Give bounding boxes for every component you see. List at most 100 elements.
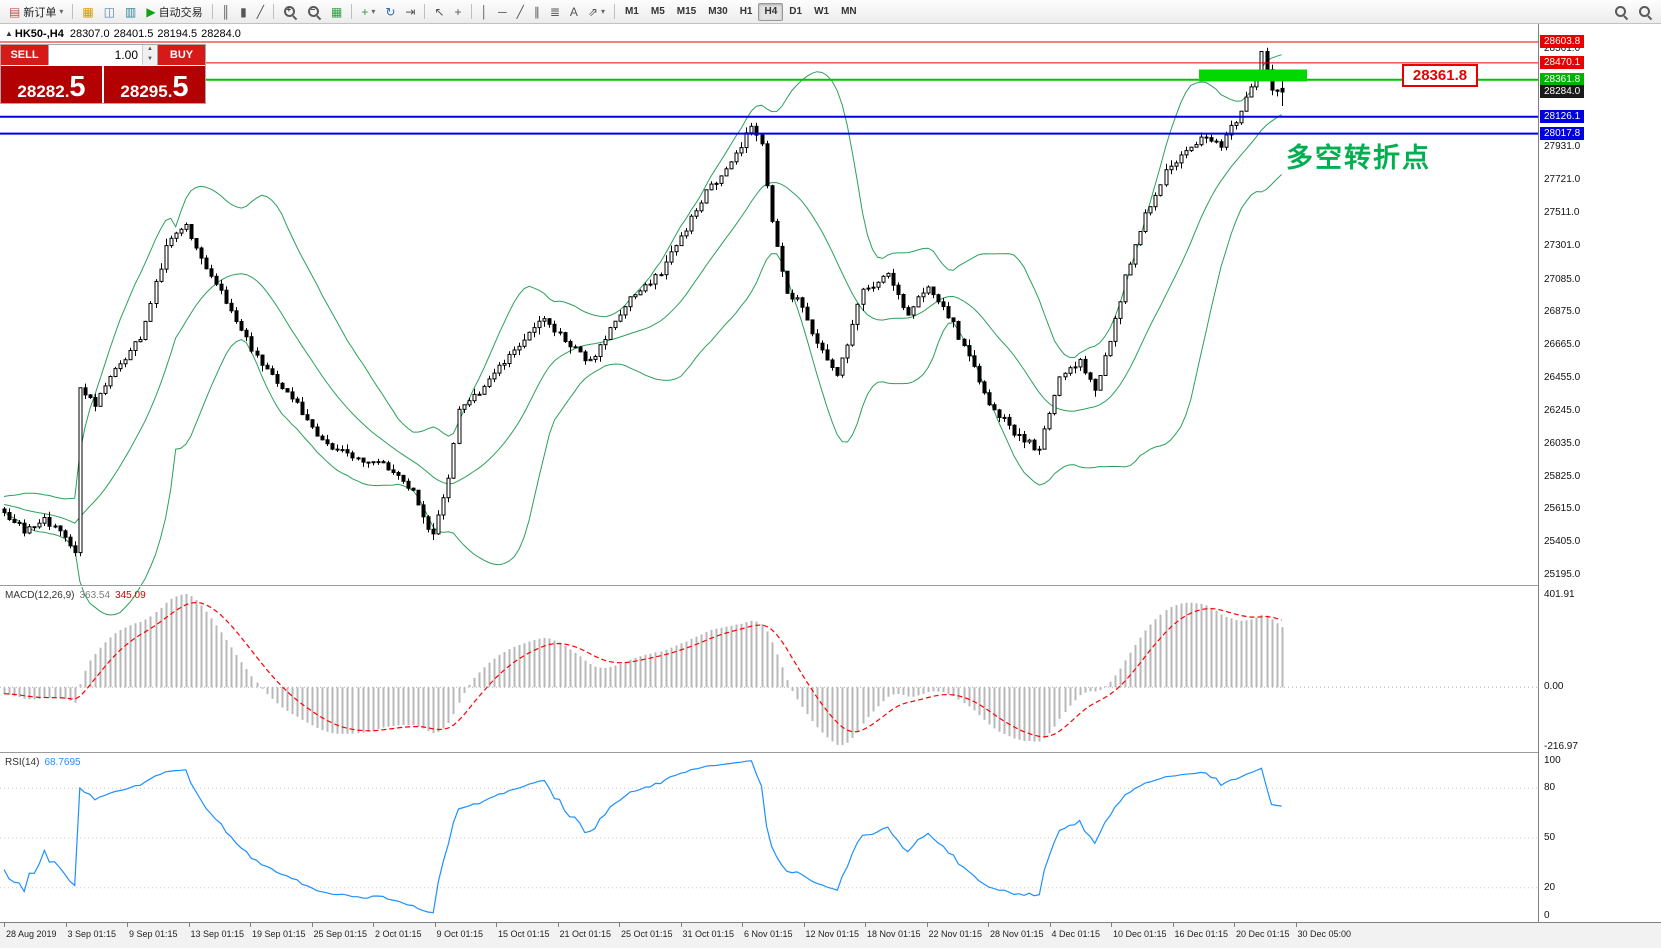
price-badge: 28361.8 <box>1540 72 1585 86</box>
time-axis[interactable]: 28 Aug 2019 3 Sep 01:15 9 Sep 01:15 13 Sep … <box>0 922 1661 948</box>
chart-bars-button[interactable]: ║ <box>217 2 236 22</box>
profiles-button[interactable]: ◫ <box>99 2 120 22</box>
macd-panel[interactable] <box>0 587 1538 752</box>
price-badge: 28126.1 <box>1540 109 1585 123</box>
fibonacci-retracement-icon: ≣ <box>549 4 560 19</box>
time-axis-label: 13 Sep 01:15 <box>190 929 245 939</box>
zoom-in-button[interactable]: + <box>278 2 302 22</box>
symbol-search-button[interactable] <box>1609 2 1633 22</box>
timeframe-m1-button[interactable]: M1 <box>624 5 639 17</box>
toolbar-separator <box>211 4 213 19</box>
arrows-button[interactable]: ⇗ ▾ <box>583 2 610 22</box>
symbol-name: HK50-,H4 <box>14 28 64 40</box>
time-axis-label: 28 Aug 2019 <box>6 929 57 939</box>
new-order-icon: ▤ <box>9 4 21 19</box>
zoom-out-button[interactable]: − <box>302 2 326 22</box>
data-window-button[interactable]: ▥ <box>120 2 141 22</box>
tile-windows-button[interactable]: ▦ <box>326 2 347 22</box>
scale-label: 80 <box>1544 782 1556 794</box>
timeframe-m5-button[interactable]: M5 <box>650 5 665 17</box>
sell-price-block[interactable]: 28282. 5 <box>1 66 102 103</box>
toolbar-separator <box>272 4 274 19</box>
text-button[interactable]: A <box>565 2 583 22</box>
cursor-button[interactable]: ↖ <box>429 2 449 22</box>
cursor-arrow-icon: ↖ <box>434 4 445 19</box>
timeframe-mn-button[interactable]: MN <box>841 5 857 17</box>
toolbar: ▤ 新订单 ▾ ▦ ◫ ▥ ▶ 自动交易 ║ ▮ ╱ + − ▦ + ▾ ↻ ⇥ ↖ + │ ─ ╱ ∥ ≣ A ⇗ ▾ M1 M5 M15… <box>0 0 1661 24</box>
horizontal-line-button[interactable]: ─ <box>493 2 512 22</box>
buy-button[interactable]: BUY <box>158 45 205 65</box>
scale-label: 27301.0 <box>1544 239 1581 251</box>
time-axis-label: 22 Nov 01:15 <box>928 929 983 939</box>
trendline-icon: ╱ <box>516 4 524 19</box>
time-axis-label: 15 Oct 01:15 <box>498 929 550 939</box>
timeframe-w1-button[interactable]: W1 <box>814 5 830 17</box>
autotrading-button-label: 自动交易 <box>158 6 203 19</box>
timeframe-d1-button[interactable]: D1 <box>789 5 803 17</box>
symbol-ohlc-legend: ▲ HK50-,H4 28307.0 28401.5 28194.5 28284.0 <box>5 28 245 40</box>
scale-label: 26035.0 <box>1544 437 1581 449</box>
rsi-value: 68.7695 <box>44 757 81 768</box>
volume-input[interactable]: 1.00 <box>114 48 138 62</box>
rsi-name: RSI(14) <box>5 757 40 768</box>
buy-price-main: 28295. <box>120 82 173 101</box>
time-tick <box>619 923 620 927</box>
buy-price-block[interactable]: 28295. 5 <box>104 66 205 103</box>
main-chart-panel[interactable] <box>0 24 1538 585</box>
time-tick <box>1111 923 1112 927</box>
caret-down-icon: ▾ <box>59 7 64 16</box>
price-scale[interactable]: 28561.0 27931.0 27721.0 27511.0 27301.0 27085… <box>1538 24 1661 922</box>
time-tick <box>926 923 928 927</box>
low-value: 28194.5 <box>157 28 198 40</box>
auto-scroll-icon: ↻ <box>385 4 396 19</box>
autotrading-button[interactable]: ▶ 自动交易 <box>141 2 207 22</box>
find-button[interactable] <box>1633 2 1657 22</box>
price-level-label[interactable]: 28361.8 <box>1402 64 1478 87</box>
rsi-panel-separator[interactable] <box>0 752 1539 754</box>
toolbar-separator <box>470 4 472 19</box>
time-tick <box>4 923 5 927</box>
caret-down-icon: ▾ <box>600 7 605 16</box>
time-axis-label: 28 Nov 01:15 <box>990 929 1044 939</box>
scale-label: 27931.0 <box>1544 141 1581 153</box>
horizontal-line-icon: ─ <box>498 4 507 19</box>
scale-label: 26455.0 <box>1544 372 1581 383</box>
volume-down-button[interactable]: ▼ <box>143 55 157 65</box>
search-magnifier-icon <box>1638 5 1652 19</box>
scale-label: 0.00 <box>1544 681 1564 693</box>
toolbar-separator <box>72 4 74 19</box>
equidistant-channel-icon: ∥ <box>533 4 540 19</box>
time-axis-label: 10 Dec 01:15 <box>1113 929 1167 939</box>
sell-button[interactable]: SELL <box>1 45 48 65</box>
auto-scroll-button[interactable]: ↻ <box>380 2 400 22</box>
chart-line-button[interactable]: ╱ <box>252 2 269 22</box>
timeframe-m30-button[interactable]: M30 <box>708 5 728 17</box>
volume-up-button[interactable]: ▲ <box>143 45 157 55</box>
scale-label: -216.97 <box>1544 741 1578 752</box>
tile-windows-icon: ▦ <box>330 4 343 19</box>
time-axis-label: 19 Sep 01:15 <box>252 929 306 939</box>
crosshair-button[interactable]: + <box>450 2 467 22</box>
trendline-button[interactable]: ╱ <box>512 2 529 22</box>
charts-menu-button[interactable]: ▦ <box>77 2 98 22</box>
toolbar-separator <box>424 4 426 19</box>
chart-candles-button[interactable]: ▮ <box>235 2 252 22</box>
chart-shift-button[interactable]: ⇥ <box>400 2 420 22</box>
rsi-panel[interactable] <box>0 754 1538 922</box>
vertical-line-button[interactable]: │ <box>476 2 494 22</box>
macd-panel-separator[interactable] <box>0 585 1539 587</box>
timeframe-h1-button[interactable]: H1 <box>739 5 753 17</box>
channel-button[interactable]: ∥ <box>529 2 545 22</box>
timeframe-h4-button[interactable]: H4 <box>758 2 784 21</box>
high-value: 28401.5 <box>113 28 154 40</box>
fibonacci-button[interactable]: ≣ <box>545 2 565 22</box>
line-chart-icon: ╱ <box>256 4 264 19</box>
timeframe-m15-button[interactable]: M15 <box>676 5 697 17</box>
scale-label: 0 <box>1544 910 1550 921</box>
time-tick <box>865 923 866 927</box>
indicators-button[interactable]: + ▾ <box>356 2 380 22</box>
open-value: 28307.0 <box>69 28 110 40</box>
collapse-arrow-icon[interactable]: ▲ <box>5 29 13 38</box>
new-order-button[interactable]: ▤ 新订单 ▾ <box>4 2 68 22</box>
